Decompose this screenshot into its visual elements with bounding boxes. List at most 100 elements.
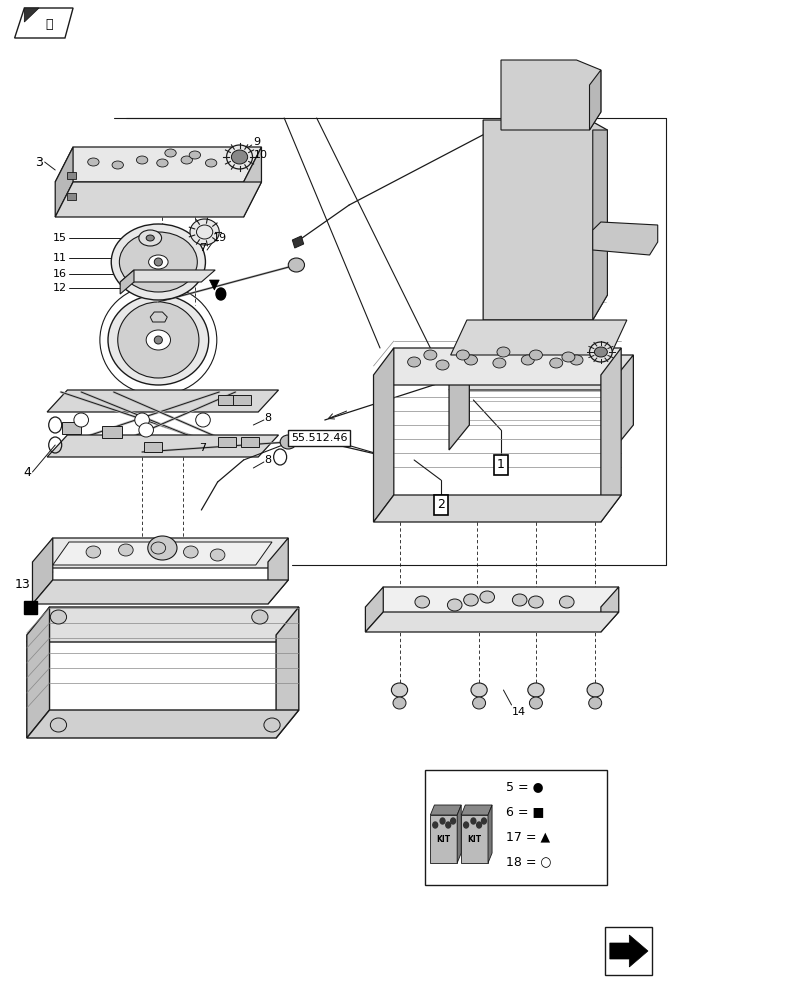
Ellipse shape [549, 358, 562, 368]
Text: 10: 10 [253, 150, 267, 160]
Polygon shape [592, 130, 607, 320]
Ellipse shape [88, 158, 99, 166]
Polygon shape [600, 348, 620, 522]
Ellipse shape [151, 542, 165, 554]
Polygon shape [600, 587, 618, 632]
Ellipse shape [181, 156, 192, 164]
Polygon shape [209, 280, 219, 290]
Polygon shape [24, 8, 39, 22]
Polygon shape [47, 390, 278, 412]
Polygon shape [373, 348, 393, 522]
Polygon shape [276, 607, 298, 738]
Ellipse shape [529, 350, 542, 360]
Polygon shape [373, 348, 620, 385]
Ellipse shape [423, 350, 436, 360]
Circle shape [440, 818, 444, 824]
Ellipse shape [521, 355, 534, 365]
Polygon shape [233, 395, 251, 405]
Polygon shape [589, 70, 600, 130]
Ellipse shape [111, 224, 205, 300]
Bar [604, 927, 651, 975]
Polygon shape [32, 538, 53, 604]
Ellipse shape [157, 159, 168, 167]
Polygon shape [373, 495, 620, 522]
Circle shape [463, 822, 468, 828]
Ellipse shape [472, 697, 485, 709]
Ellipse shape [496, 347, 509, 357]
Text: 14: 14 [511, 707, 525, 717]
Ellipse shape [190, 219, 219, 245]
Polygon shape [218, 395, 236, 405]
Text: 55.512.46: 55.512.46 [290, 433, 347, 443]
Circle shape [476, 822, 481, 828]
Ellipse shape [148, 536, 177, 560]
Ellipse shape [189, 151, 200, 159]
Text: KIT: KIT [436, 836, 450, 844]
Text: 6 = ■: 6 = ■ [505, 806, 543, 818]
Ellipse shape [118, 544, 133, 556]
Ellipse shape [118, 302, 199, 378]
Polygon shape [120, 270, 134, 294]
Polygon shape [67, 172, 76, 179]
Ellipse shape [280, 435, 296, 449]
Polygon shape [55, 182, 261, 217]
Polygon shape [241, 437, 259, 447]
Circle shape [216, 288, 225, 300]
Polygon shape [55, 147, 261, 182]
Ellipse shape [112, 161, 123, 169]
Polygon shape [268, 538, 288, 604]
Polygon shape [365, 587, 618, 615]
Ellipse shape [594, 347, 607, 357]
Text: 1: 1 [496, 458, 504, 472]
Polygon shape [448, 355, 633, 390]
Ellipse shape [589, 342, 611, 362]
Ellipse shape [136, 156, 148, 164]
Text: 4: 4 [23, 466, 31, 479]
Polygon shape [144, 442, 161, 452]
Polygon shape [430, 815, 457, 863]
Ellipse shape [527, 683, 543, 697]
Text: 16: 16 [53, 269, 67, 279]
Ellipse shape [146, 330, 170, 350]
Ellipse shape [165, 149, 176, 157]
Polygon shape [218, 437, 236, 447]
Ellipse shape [183, 546, 198, 558]
Ellipse shape [195, 413, 210, 427]
Polygon shape [150, 312, 167, 322]
Polygon shape [487, 805, 491, 863]
Ellipse shape [139, 423, 153, 437]
Text: 8: 8 [264, 413, 271, 423]
Polygon shape [448, 355, 469, 450]
Circle shape [432, 822, 437, 828]
Text: 3: 3 [35, 155, 43, 168]
Circle shape [470, 818, 475, 824]
Text: ⬦: ⬦ [45, 18, 53, 31]
Ellipse shape [251, 610, 268, 624]
Text: 17 = ▲: 17 = ▲ [505, 830, 549, 843]
Polygon shape [461, 815, 487, 863]
Polygon shape [32, 580, 288, 604]
Ellipse shape [456, 350, 469, 360]
Ellipse shape [588, 697, 601, 709]
Text: 5 = ●: 5 = ● [505, 780, 543, 794]
Ellipse shape [407, 357, 420, 367]
Polygon shape [612, 355, 633, 450]
Ellipse shape [135, 413, 149, 427]
Text: KIT: KIT [466, 836, 481, 844]
Ellipse shape [393, 697, 406, 709]
Text: 11: 11 [53, 253, 67, 263]
Ellipse shape [529, 697, 542, 709]
Text: 12: 12 [53, 283, 67, 293]
Polygon shape [55, 147, 73, 217]
Polygon shape [592, 222, 657, 255]
Ellipse shape [391, 683, 407, 697]
Ellipse shape [512, 594, 526, 606]
Ellipse shape [288, 258, 304, 272]
Polygon shape [457, 805, 461, 863]
Text: 15: 15 [53, 233, 67, 243]
Ellipse shape [50, 718, 67, 732]
Ellipse shape [561, 352, 574, 362]
Text: 7: 7 [199, 243, 206, 253]
Ellipse shape [146, 235, 154, 241]
Ellipse shape [586, 683, 603, 697]
